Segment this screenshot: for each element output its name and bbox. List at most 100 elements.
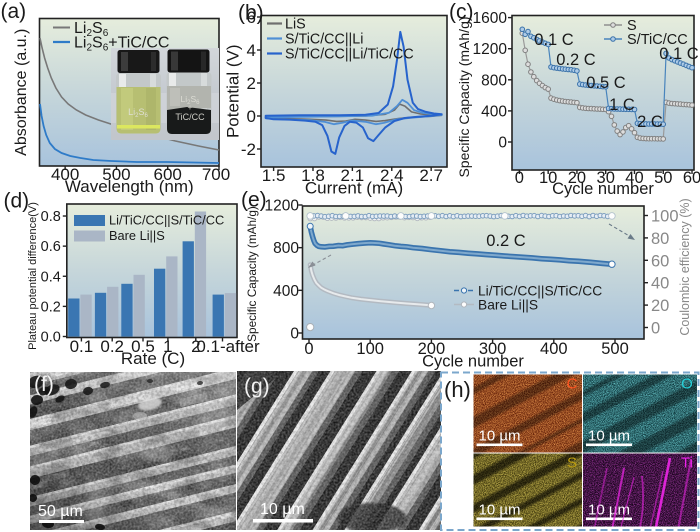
svg-text:20: 20 <box>651 297 669 315</box>
svg-text:0.0: 0.0 <box>41 330 61 346</box>
svg-text:1 C: 1 C <box>609 96 635 114</box>
svg-text:(d): (d) <box>4 190 30 213</box>
svg-text:0.1 C: 0.1 C <box>659 45 699 63</box>
svg-text:S/TiC/CC||Li/TiC/CC: S/TiC/CC||Li/TiC/CC <box>285 47 414 63</box>
svg-text:Wavelength (nm): Wavelength (nm) <box>65 177 194 196</box>
svg-text:10 µm: 10 µm <box>588 502 630 519</box>
svg-text:0.2: 0.2 <box>41 299 61 315</box>
svg-text:10: 10 <box>539 169 557 187</box>
svg-text:80: 80 <box>651 230 669 248</box>
svg-text:2.4: 2.4 <box>380 166 404 185</box>
svg-text:O: O <box>681 376 693 393</box>
svg-text:(g): (g) <box>244 375 270 398</box>
svg-text:0: 0 <box>651 320 660 338</box>
svg-text:Li2S6+TiC/CC: Li2S6+TiC/CC <box>74 35 169 54</box>
svg-text:TiC/CC: TiC/CC <box>175 112 205 122</box>
svg-text:0: 0 <box>304 340 313 358</box>
svg-text:40: 40 <box>625 169 643 187</box>
svg-text:10 µm: 10 µm <box>588 428 630 445</box>
svg-text:500: 500 <box>102 165 130 184</box>
svg-text:0.1: 0.1 <box>70 337 94 356</box>
svg-text:LiS: LiS <box>285 17 306 33</box>
svg-text:Plateau potential difference(V: Plateau potential difference(V) <box>27 202 39 350</box>
svg-text:0: 0 <box>247 107 256 126</box>
svg-text:2.1: 2.1 <box>341 166 365 185</box>
svg-text:400: 400 <box>540 340 568 358</box>
svg-text:60: 60 <box>683 169 700 187</box>
svg-text:50 µm: 50 µm <box>38 503 83 520</box>
svg-text:10 µm: 10 µm <box>479 428 521 445</box>
svg-text:20: 20 <box>568 169 586 187</box>
svg-text:800: 800 <box>481 72 507 89</box>
svg-text:0.8: 0.8 <box>41 209 61 225</box>
svg-text:0.4: 0.4 <box>41 269 61 285</box>
svg-text:S: S <box>627 18 637 34</box>
svg-text:0.5 C: 0.5 C <box>586 74 626 92</box>
svg-text:100: 100 <box>651 208 679 226</box>
svg-text:2: 2 <box>247 74 256 93</box>
svg-text:4: 4 <box>247 41 256 60</box>
svg-text:Specific Capacity (mAh/g): Specific Capacity (mAh/g) <box>245 206 259 342</box>
svg-text:S/TiC/CC: S/TiC/CC <box>627 32 688 48</box>
svg-text:2.7: 2.7 <box>419 166 443 185</box>
svg-text:6: 6 <box>247 8 256 27</box>
svg-text:Absorbance (a.u.): Absorbance (a.u.) <box>13 29 30 156</box>
svg-text:(b): (b) <box>238 2 264 25</box>
svg-text:100: 100 <box>356 340 384 358</box>
svg-text:50: 50 <box>654 169 672 187</box>
svg-text:800: 800 <box>273 240 299 257</box>
svg-text:Li/TiC/CC||S/TiC/CC: Li/TiC/CC||S/TiC/CC <box>109 213 224 228</box>
svg-text:S: S <box>567 455 577 472</box>
svg-text:1600: 1600 <box>473 10 508 27</box>
svg-text:10 µm: 10 µm <box>260 501 305 518</box>
svg-text:S/TiC/CC||Li: S/TiC/CC||Li <box>285 32 363 48</box>
svg-text:30: 30 <box>597 169 615 187</box>
svg-text:1.8: 1.8 <box>301 166 325 185</box>
svg-text:700: 700 <box>202 165 230 184</box>
svg-text:2 C: 2 C <box>637 113 663 131</box>
svg-text:Specific Capacity (mAh/g): Specific Capacity (mAh/g) <box>456 16 472 177</box>
svg-text:500: 500 <box>601 340 629 358</box>
svg-text:Current (mA): Current (mA) <box>305 179 403 198</box>
svg-text:0.1-after: 0.1-after <box>196 337 260 356</box>
svg-text:-2: -2 <box>241 140 256 159</box>
svg-text:400: 400 <box>481 103 507 120</box>
svg-text:400: 400 <box>51 165 79 184</box>
svg-text:0.5: 0.5 <box>131 337 155 356</box>
svg-text:400: 400 <box>273 283 299 300</box>
svg-text:Coulombic efficiency (%): Coulombic efficiency (%) <box>678 198 692 335</box>
svg-text:Li2S6: Li2S6 <box>128 107 148 119</box>
svg-text:1: 1 <box>163 337 172 356</box>
svg-text:600: 600 <box>154 165 182 184</box>
svg-text:0.2: 0.2 <box>100 337 124 356</box>
svg-text:2: 2 <box>191 337 200 356</box>
svg-text:0: 0 <box>290 326 299 343</box>
svg-text:Ti: Ti <box>681 455 693 472</box>
svg-text:1.5: 1.5 <box>262 166 286 185</box>
svg-text:0.2 C: 0.2 C <box>556 51 596 69</box>
svg-text:Rate (C): Rate (C) <box>121 349 185 368</box>
svg-text:0.1 C: 0.1 C <box>534 31 574 49</box>
svg-text:1200: 1200 <box>265 197 300 214</box>
svg-text:Li/TiC/CC||S/TiC/CC: Li/TiC/CC||S/TiC/CC <box>478 284 602 299</box>
svg-text:(a): (a) <box>1 0 27 23</box>
svg-text:Cycle number: Cycle number <box>422 353 524 371</box>
svg-text:Bare Li||S: Bare Li||S <box>109 228 165 243</box>
svg-text:+: + <box>188 102 193 112</box>
svg-text:Li2S6: Li2S6 <box>181 94 201 106</box>
svg-text:200: 200 <box>418 340 446 358</box>
svg-text:60: 60 <box>651 252 669 270</box>
svg-text:Potential (V): Potential (V) <box>224 44 243 138</box>
svg-text:0.6: 0.6 <box>41 239 61 255</box>
svg-text:0: 0 <box>498 135 507 152</box>
svg-text:0: 0 <box>515 169 524 187</box>
svg-text:300: 300 <box>479 340 507 358</box>
svg-text:40: 40 <box>651 275 669 293</box>
svg-text:0.2 C: 0.2 C <box>486 232 526 250</box>
svg-text:(e): (e) <box>241 189 267 212</box>
svg-text:10 µm: 10 µm <box>479 502 521 519</box>
svg-text:C: C <box>567 376 578 393</box>
svg-text:1200: 1200 <box>473 41 508 58</box>
svg-text:(h): (h) <box>444 377 471 402</box>
svg-text:Bare Li||S: Bare Li||S <box>478 298 538 313</box>
